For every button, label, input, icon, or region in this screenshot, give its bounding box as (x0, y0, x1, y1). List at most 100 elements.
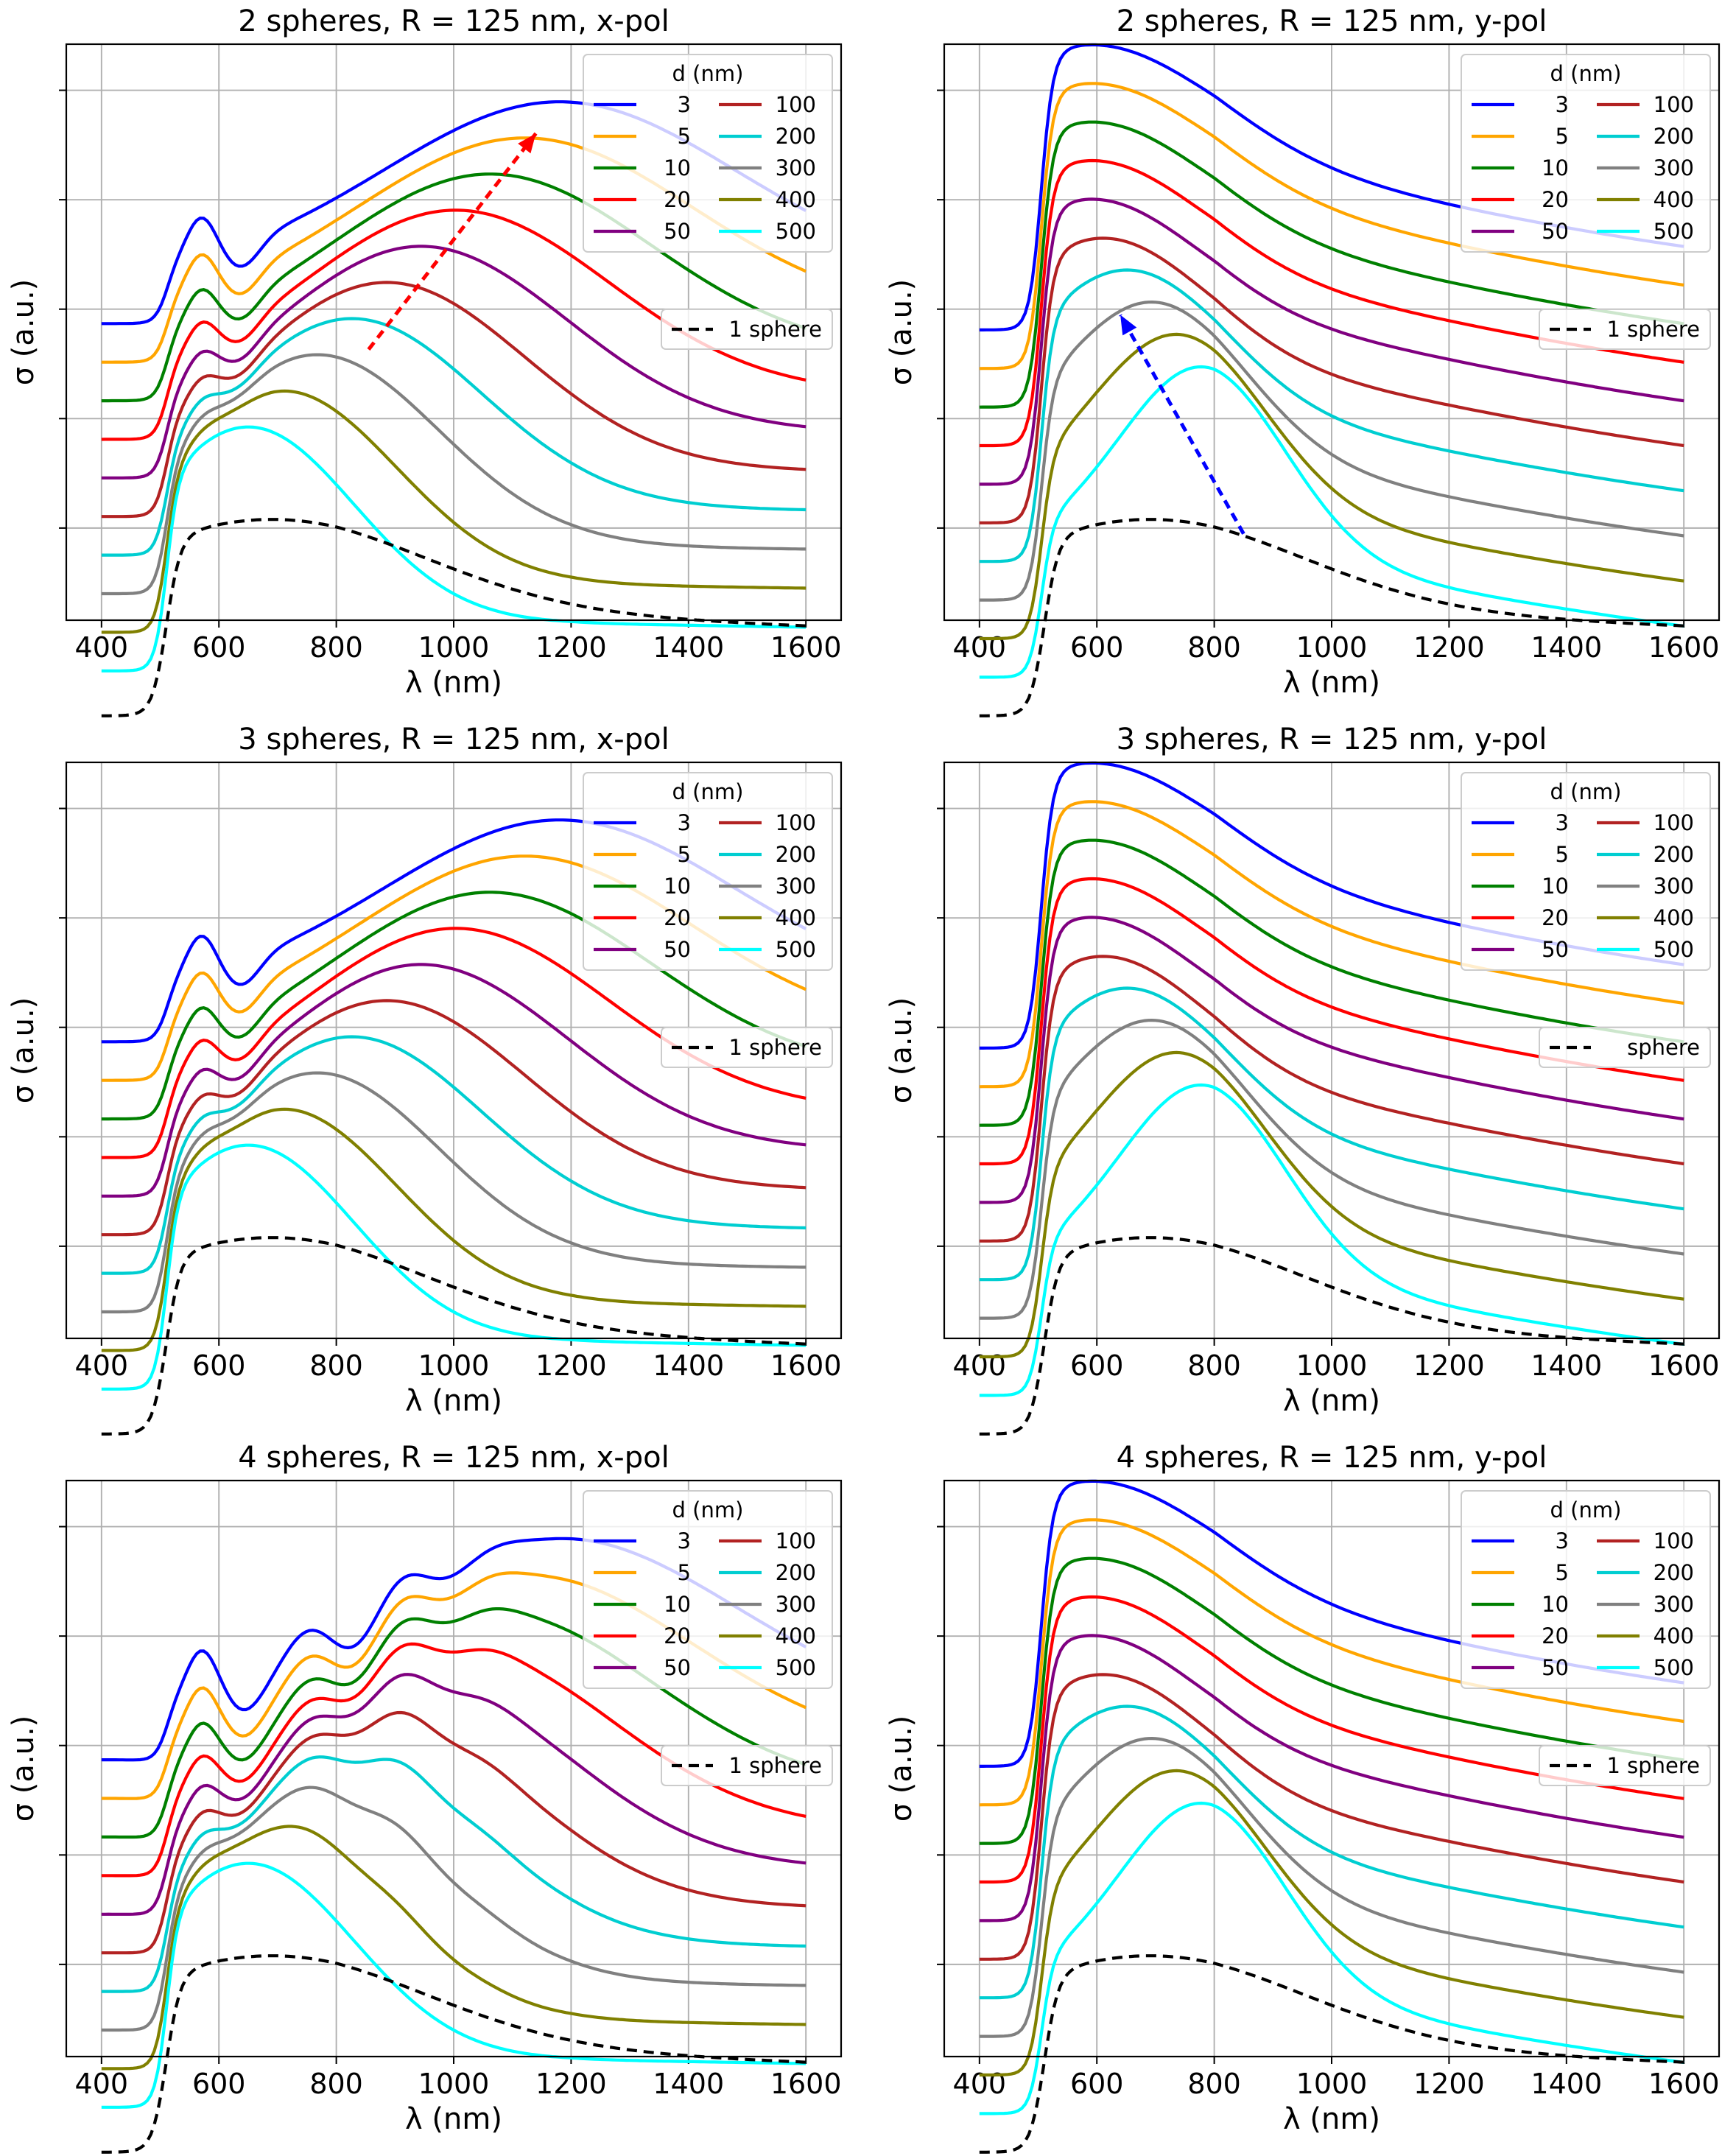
series-line-50 (979, 916, 1684, 1204)
legend-label: 300 (776, 155, 816, 180)
series-line-200 (979, 986, 1684, 1282)
y-axis-label: σ (a.u.) (885, 997, 918, 1104)
legend-label: 200 (1654, 124, 1694, 149)
legend-label: 200 (1654, 1560, 1694, 1585)
legend-label: 50 (1542, 219, 1569, 244)
series-line-200 (979, 1704, 1684, 2000)
series-line-200 (101, 317, 806, 557)
series-line-10 (101, 891, 806, 1121)
x-tick-label: 1400 (1531, 2068, 1602, 2100)
reference-legend-box (661, 1027, 833, 1068)
legend-label: 400 (776, 1623, 816, 1648)
panel-title: 4 spheres, R = 125 nm, x-pol (238, 1441, 669, 1475)
series-line-5 (979, 800, 1684, 1089)
panel-3: 3 spheres, R = 125 nm, x-pol 400 600 800 100… (7, 723, 843, 1436)
legend-label: 400 (1654, 905, 1694, 930)
series-line-300 (101, 353, 806, 596)
x-tick-label: 1200 (535, 2068, 607, 2100)
x-tick-label: 1000 (418, 631, 490, 664)
series-line-400 (979, 1769, 1684, 2077)
legend-label: 10 (1542, 874, 1569, 899)
x-tick-label: 1600 (770, 2068, 842, 2100)
reference-legend-box (661, 309, 833, 350)
panel-title: 3 spheres, R = 125 nm, y-pol (1117, 723, 1547, 756)
x-tick-label: 1600 (1648, 2068, 1720, 2100)
reference-legend-box (661, 1745, 833, 1786)
series-line-50 (101, 245, 806, 480)
x-tick-label: 1200 (1413, 1349, 1485, 1382)
legend-label: 5 (678, 842, 691, 867)
x-tick-label: 600 (192, 1349, 246, 1382)
series-line-300 (101, 1785, 806, 2032)
reference-legend-label: 1 sphere (1606, 317, 1700, 342)
x-tick-label: 400 (953, 2068, 1007, 2100)
reference-line (101, 1236, 806, 1436)
legend-label: 500 (776, 1655, 816, 1680)
legend-label: 20 (1542, 187, 1569, 212)
series-line-400 (101, 1107, 806, 1352)
series-line-50 (979, 197, 1684, 486)
legend-label: 10 (664, 874, 691, 899)
x-tick-label: 1000 (1296, 2068, 1368, 2100)
legend-label: 500 (1654, 937, 1694, 962)
plot-frame (65, 761, 843, 1340)
legend-label: 3 (1556, 810, 1569, 835)
x-tick-label: 600 (1070, 2068, 1124, 2100)
x-tick-label: 800 (309, 1349, 363, 1382)
panel-title: 2 spheres, R = 125 nm, x-pol (238, 4, 669, 38)
reference-line (979, 1954, 1684, 2154)
series-line-300 (979, 1736, 1684, 2038)
series-line-10 (979, 1556, 1684, 1845)
panel-4: 3 spheres, R = 125 nm, y-pol 400 600 800 100… (885, 723, 1721, 1436)
series-line-200 (101, 1755, 806, 1993)
legend-title: d (nm) (672, 779, 744, 804)
legend-box (1461, 1490, 1711, 1689)
x-tick-label: 600 (1070, 631, 1124, 664)
legend-label: 200 (776, 1560, 816, 1585)
series-line-100 (101, 1710, 806, 1955)
trend-arrow-head (1120, 315, 1137, 336)
legend-label: 400 (776, 905, 816, 930)
legend-label: 20 (664, 1623, 691, 1648)
x-tick-label: 800 (1187, 1349, 1241, 1382)
x-tick-label: 800 (309, 631, 363, 664)
reference-legend-label: 1 sphere (728, 1035, 822, 1060)
x-axis-label: λ (nm) (405, 2102, 502, 2136)
reference-legend-label: 1 sphere (1606, 1753, 1700, 1778)
series-line-5 (979, 82, 1684, 371)
plot-frame (65, 1479, 843, 2058)
series-line-100 (979, 1673, 1684, 1961)
reference-line (101, 518, 806, 717)
legend-title: d (nm) (1550, 1497, 1622, 1523)
y-axis-label: σ (a.u.) (885, 1716, 918, 1822)
legend-label: 300 (776, 874, 816, 899)
x-tick-label: 1600 (770, 631, 842, 664)
trend-arrow (1118, 314, 1245, 535)
x-tick-label: 1400 (653, 2068, 724, 2100)
reference-legend-label: 1 sphere (728, 1753, 822, 1778)
reference-line (101, 1954, 806, 2154)
panel-title: 4 spheres, R = 125 nm, y-pol (1117, 1441, 1547, 1475)
x-tick-label: 1600 (1648, 1349, 1720, 1382)
legend-label: 3 (678, 1528, 691, 1553)
legend-label: 200 (776, 842, 816, 867)
x-tick-label: 800 (1187, 631, 1241, 664)
x-axis-label: λ (nm) (405, 1384, 502, 1418)
x-axis-label: λ (nm) (1283, 1384, 1380, 1418)
legend-label: 100 (1654, 92, 1694, 117)
legend-label: 10 (1542, 1592, 1569, 1617)
series-line-50 (101, 963, 806, 1198)
x-tick-label: 600 (1070, 1349, 1124, 1382)
legend-title: d (nm) (1550, 779, 1622, 804)
series-line-500 (101, 425, 806, 673)
legend-label: 300 (1654, 1592, 1694, 1617)
legend-label: 200 (1654, 842, 1694, 867)
series-line-50 (979, 1634, 1684, 1923)
series-line-300 (101, 1071, 806, 1314)
legend-title: d (nm) (672, 61, 744, 86)
series-line-5 (979, 1518, 1684, 1807)
legend-label: 500 (776, 937, 816, 962)
x-tick-label: 1200 (535, 631, 607, 664)
series-line-400 (101, 389, 806, 634)
